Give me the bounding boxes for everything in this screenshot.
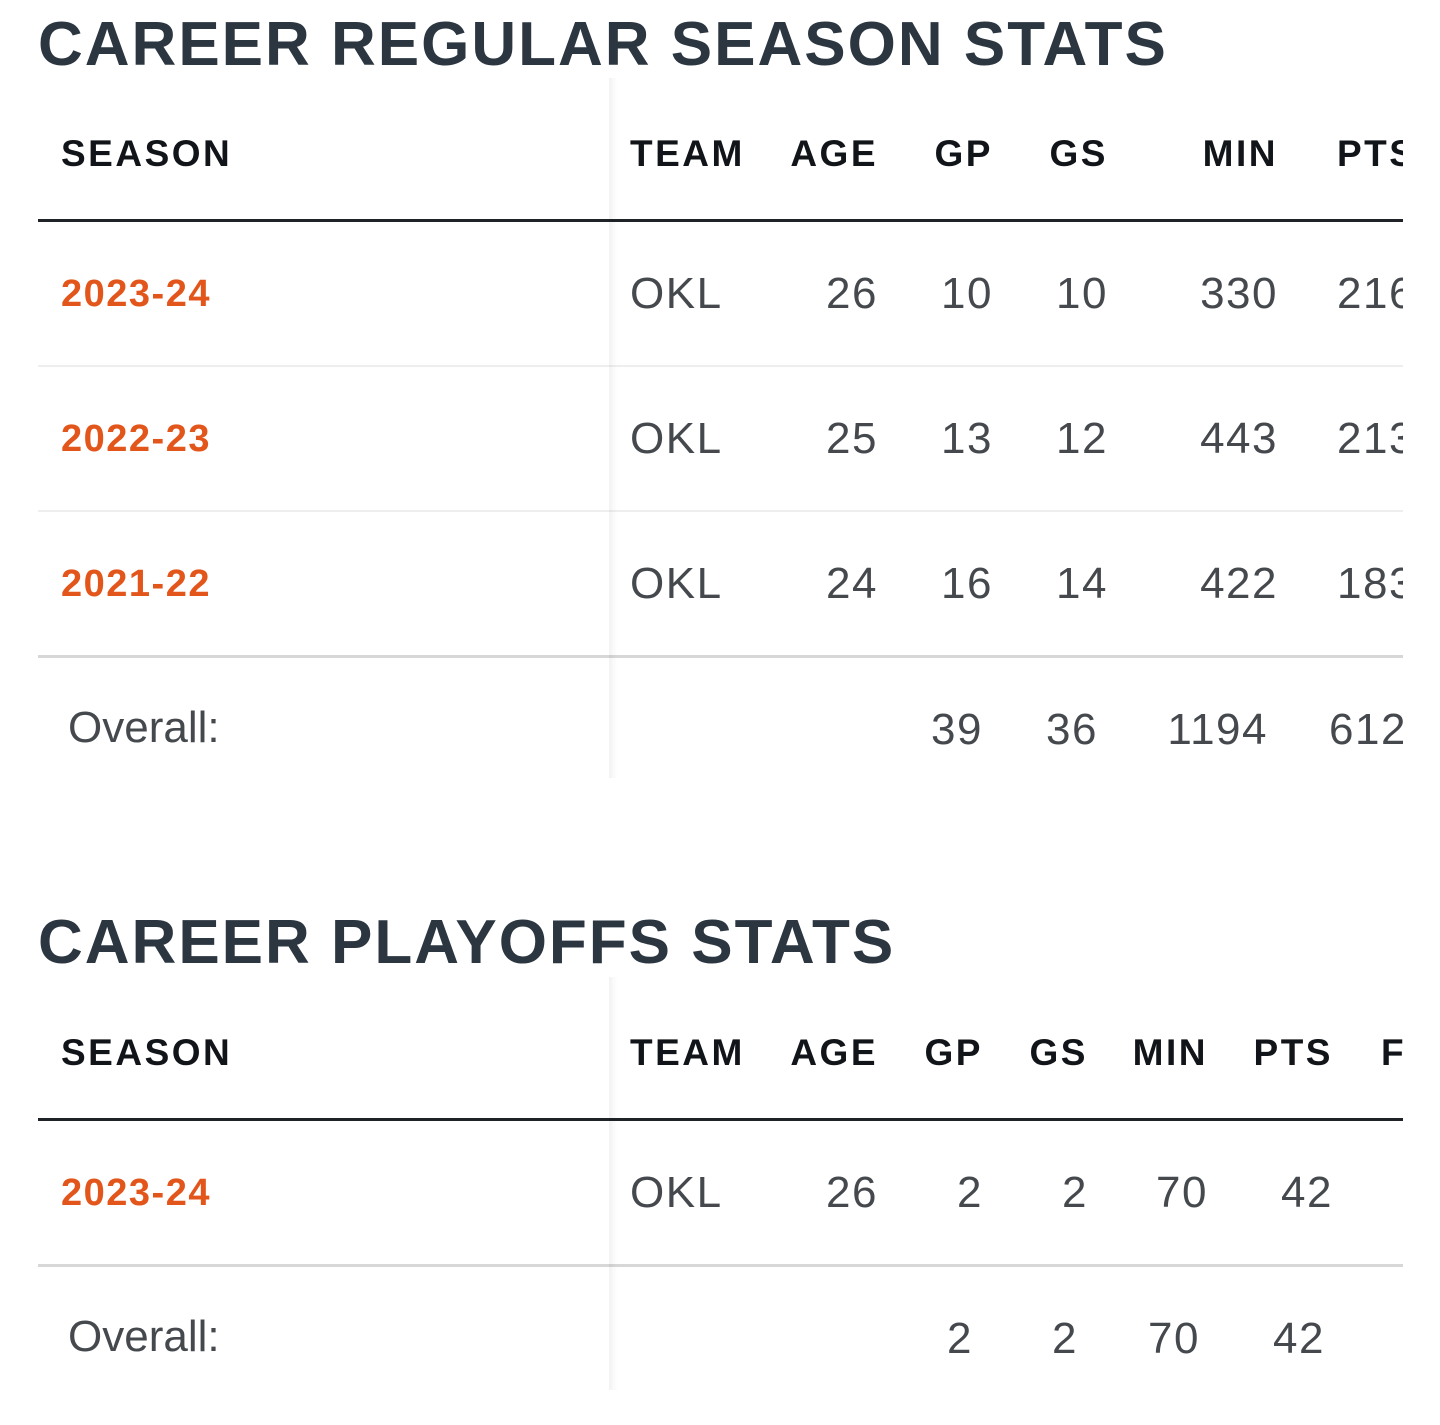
team-cell: OKL — [630, 559, 723, 608]
overall-label: Overall: — [68, 703, 220, 752]
pts-cell: 216 — [1337, 269, 1403, 318]
playoffs-title: CAREER PLAYOFFS STATS — [38, 908, 896, 977]
column-header-gs[interactable]: GS — [1029, 1032, 1088, 1073]
overall-pts-cell: 42 — [1273, 1314, 1325, 1363]
age-cell: 25 — [826, 414, 878, 463]
column-header-gs[interactable]: GS — [1049, 133, 1108, 174]
season-link[interactable]: 2021-22 — [61, 563, 211, 605]
column-header-min[interactable]: MIN — [1202, 133, 1278, 174]
gp-cell: 10 — [941, 269, 993, 318]
column-header-age[interactable]: AGE — [790, 133, 878, 174]
age-cell: 24 — [826, 559, 878, 608]
gp-cell: 2 — [957, 1168, 983, 1217]
season-link[interactable]: 2023-24 — [61, 273, 211, 315]
table-header-row: SEASON TEAM AGE GP GS MIN PTS — [38, 78, 1403, 222]
regular-season-title: CAREER REGULAR SEASON STATS — [38, 10, 1168, 79]
gp-cell: 16 — [941, 559, 993, 608]
column-header-gp[interactable]: GP — [924, 1032, 983, 1073]
table-row: 2023-24 OKL 26 10 10 330 216 — [38, 222, 1403, 367]
overall-pts-cell: 612 — [1329, 705, 1403, 754]
column-header-team[interactable]: TEAM — [630, 1032, 745, 1073]
gs-cell: 14 — [1056, 559, 1108, 608]
column-header-season[interactable]: SEASON — [61, 1032, 233, 1073]
playoffs-table[interactable]: SEASON TEAM AGE GP GS MIN PTS F 2023-24 … — [38, 977, 1403, 1390]
gp-cell: 13 — [941, 414, 993, 463]
pts-cell: 183 — [1337, 559, 1403, 608]
regular-season-table[interactable]: SEASON TEAM AGE GP GS MIN PTS 2023-24 OK… — [38, 78, 1403, 778]
table-row: 2022-23 OKL 25 13 12 443 213 — [38, 367, 1403, 512]
column-header-team[interactable]: TEAM — [630, 133, 745, 174]
overall-min-cell: 70 — [1148, 1314, 1200, 1363]
gs-cell: 2 — [1062, 1168, 1088, 1217]
pts-cell: 213 — [1337, 414, 1403, 463]
min-cell: 422 — [1200, 559, 1278, 608]
overall-label: Overall: — [68, 1312, 220, 1361]
pts-cell: 42 — [1281, 1168, 1333, 1217]
overall-row: Overall: 39 36 1194 612 — [38, 658, 1403, 778]
table-header-row: SEASON TEAM AGE GP GS MIN PTS F — [38, 977, 1403, 1121]
column-header-min[interactable]: MIN — [1132, 1032, 1208, 1073]
season-link[interactable]: 2022-23 — [61, 418, 211, 460]
team-cell: OKL — [630, 269, 723, 318]
team-cell: OKL — [630, 1168, 723, 1217]
season-link[interactable]: 2023-24 — [61, 1172, 211, 1214]
min-cell: 330 — [1200, 269, 1278, 318]
column-header-next[interactable]: F — [1381, 1032, 1403, 1073]
min-cell: 443 — [1200, 414, 1278, 463]
overall-min-cell: 1194 — [1167, 705, 1268, 754]
min-cell: 70 — [1156, 1168, 1208, 1217]
gs-cell: 12 — [1056, 414, 1108, 463]
column-header-pts[interactable]: PTS — [1253, 1032, 1333, 1073]
table-row: 2021-22 OKL 24 16 14 422 183 — [38, 512, 1403, 658]
column-header-gp[interactable]: GP — [934, 133, 993, 174]
overall-gs-cell: 2 — [1052, 1314, 1078, 1363]
column-header-pts[interactable]: PTS — [1337, 133, 1403, 174]
overall-gp-cell: 39 — [931, 705, 983, 754]
column-header-age[interactable]: AGE — [790, 1032, 878, 1073]
overall-gp-cell: 2 — [947, 1314, 973, 1363]
gs-cell: 10 — [1056, 269, 1108, 318]
table-row: 2023-24 OKL 26 2 2 70 42 — [38, 1121, 1403, 1267]
overall-row: Overall: 2 2 70 42 — [38, 1267, 1403, 1390]
overall-gs-cell: 36 — [1046, 705, 1098, 754]
team-cell: OKL — [630, 414, 723, 463]
column-header-season[interactable]: SEASON — [61, 133, 233, 174]
age-cell: 26 — [826, 269, 878, 318]
age-cell: 26 — [826, 1168, 878, 1217]
